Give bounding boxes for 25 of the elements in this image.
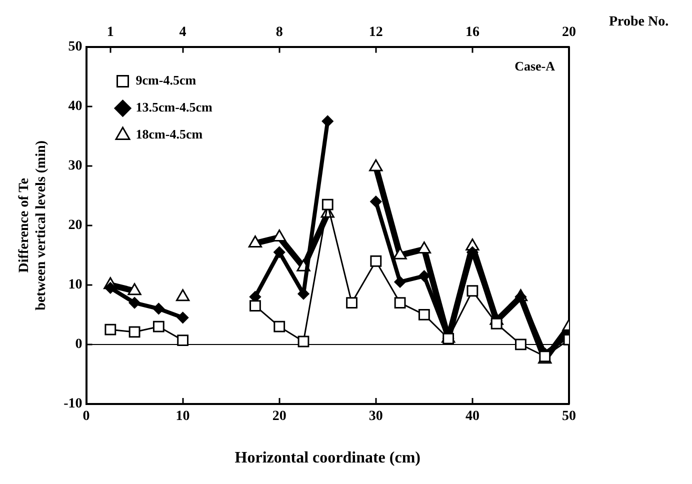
y-axis-title: Difference of Te between vertical levels (min) xyxy=(17,140,49,310)
x2-tick-label: 8 xyxy=(276,25,283,40)
x-tick-label: 40 xyxy=(465,409,480,424)
annotation: Case-A xyxy=(514,58,556,74)
y-tick-label: 20 xyxy=(68,218,82,234)
x-axis-title: Horizontal coordinate (cm) xyxy=(234,450,420,467)
x-tick-label: 30 xyxy=(368,409,383,424)
x2-tick-label: 1 xyxy=(106,25,114,40)
x-tick-label: 20 xyxy=(272,409,286,424)
x2-tick-label: 4 xyxy=(179,25,186,40)
x-tick-label: 10 xyxy=(176,409,190,424)
x2-tick-label: 12 xyxy=(368,25,383,40)
x2-axis-title: Probe No. xyxy=(609,14,669,30)
y-tick-label: 0 xyxy=(75,337,82,352)
y-tick-label: -10 xyxy=(64,396,82,412)
y-tick-label: 40 xyxy=(68,98,82,114)
y-tick-label: 50 xyxy=(68,39,82,54)
x2-tick-label: 16 xyxy=(465,25,480,40)
legend-label: 9cm-4.5cm xyxy=(136,72,196,88)
x2-tick-label: 20 xyxy=(562,25,576,40)
y-tick-label: 10 xyxy=(68,278,82,293)
y-tick-label: 30 xyxy=(68,158,82,174)
x-tick-label: 50 xyxy=(562,409,576,424)
legend-label: 13.5cm-4.5cm xyxy=(136,100,212,115)
legend-label: 18cm-4.5cm xyxy=(136,126,203,142)
